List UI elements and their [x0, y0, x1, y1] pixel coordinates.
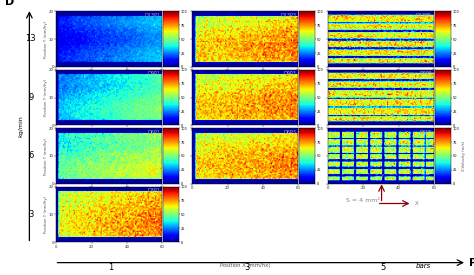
Text: 6: 6 [28, 151, 34, 160]
Text: D9P1: D9P1 [147, 72, 160, 76]
Text: bars: bars [416, 263, 431, 269]
Y-axis label: Position Y (mm/hy): Position Y (mm/hy) [44, 79, 48, 116]
Text: D9P3: D9P3 [283, 72, 296, 76]
Text: 1: 1 [108, 263, 113, 272]
Text: P: P [469, 258, 474, 268]
Y-axis label: Position Y (mm/hy): Position Y (mm/hy) [44, 138, 48, 175]
Text: D9P5: D9P5 [419, 72, 432, 76]
Text: D6P5: D6P5 [419, 130, 432, 135]
Text: D13P5: D13P5 [416, 13, 432, 18]
Text: S = 4 mm²: S = 4 mm² [346, 198, 380, 203]
Text: X: X [415, 201, 419, 206]
Text: D3P1: D3P1 [147, 188, 160, 193]
Text: 3: 3 [244, 263, 249, 272]
Y-axis label: X-Velocity (m/s): X-Velocity (m/s) [462, 141, 466, 171]
Text: D: D [5, 0, 14, 7]
Text: D6P1: D6P1 [147, 130, 160, 135]
Y-axis label: Position Y (mm/hy): Position Y (mm/hy) [44, 196, 48, 233]
Text: kg/min: kg/min [19, 116, 24, 138]
Text: 3: 3 [28, 210, 34, 219]
Text: 5: 5 [380, 263, 385, 272]
Text: 13: 13 [26, 34, 36, 43]
Text: D13P1: D13P1 [144, 13, 160, 18]
Text: Y: Y [380, 174, 383, 179]
Text: D13P3: D13P3 [280, 13, 296, 18]
Text: D6P3: D6P3 [283, 130, 296, 135]
Text: 9: 9 [28, 93, 34, 102]
Text: Position X (mm/hx): Position X (mm/hx) [219, 263, 270, 268]
Y-axis label: Position Y (mm/hy): Position Y (mm/hy) [44, 21, 48, 58]
